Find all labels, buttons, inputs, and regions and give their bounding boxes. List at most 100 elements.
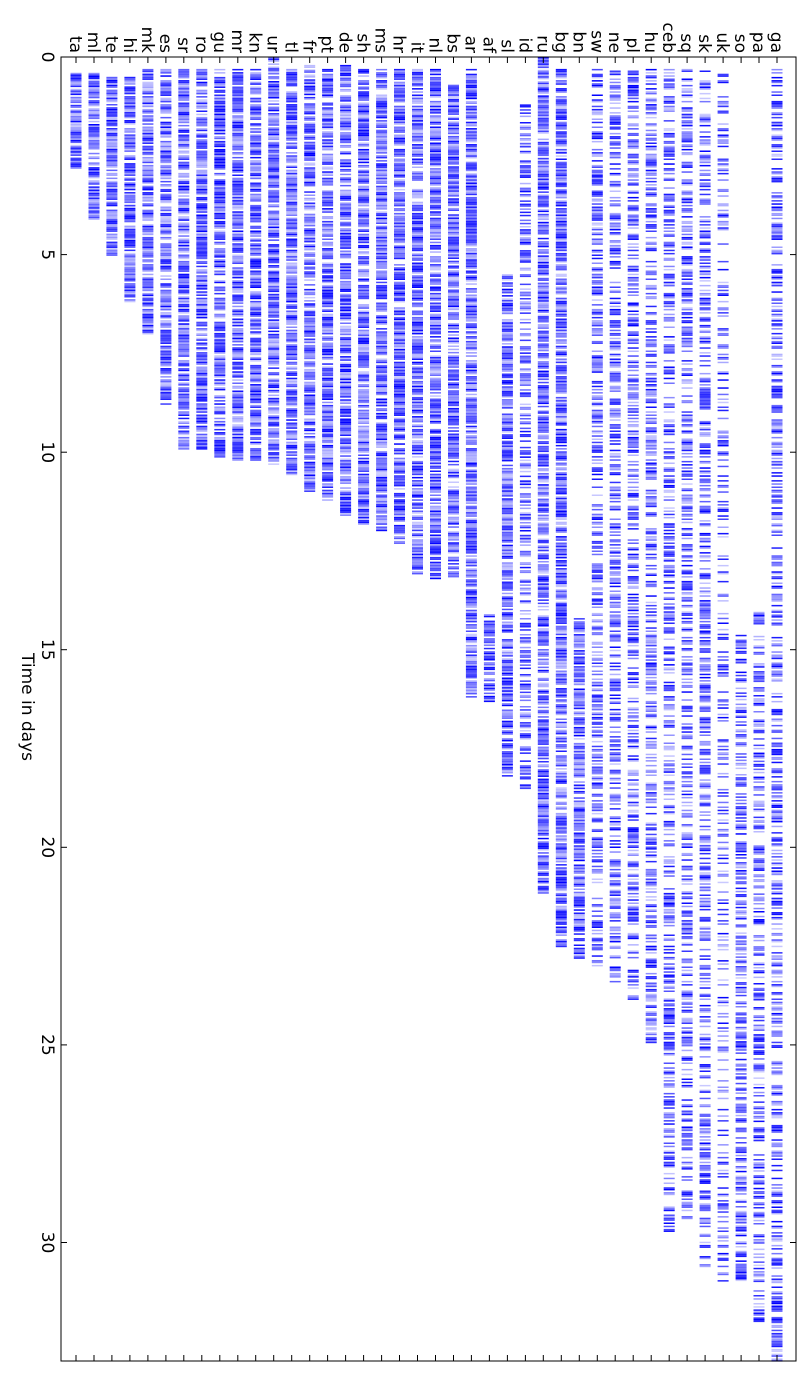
- event-mark: [465, 401, 477, 404]
- event-mark: [412, 516, 423, 519]
- event-mark: [465, 380, 477, 383]
- event-mark: [214, 307, 226, 309]
- event-mark: [232, 441, 244, 444]
- event-mark: [501, 605, 513, 607]
- event-mark: [430, 547, 441, 549]
- event-mark: [322, 171, 334, 173]
- event-mark: [501, 299, 513, 302]
- event-mark: [340, 330, 352, 332]
- event-mark: [232, 289, 244, 292]
- event-mark: [501, 383, 513, 385]
- event-mark: [178, 280, 190, 282]
- event-mark: [178, 211, 190, 213]
- event-mark: [448, 497, 459, 499]
- event-mark: [322, 420, 334, 423]
- event-mark: [304, 74, 316, 76]
- event-mark: [340, 290, 352, 292]
- event-mark: [376, 166, 388, 168]
- event-mark: [376, 505, 388, 508]
- event-mark: [232, 452, 244, 455]
- event-mark: [358, 161, 370, 164]
- event-mark: [304, 205, 316, 208]
- event-mark: [501, 274, 513, 276]
- event-mark: [340, 287, 352, 289]
- event-mark: [142, 244, 154, 247]
- event-mark: [501, 416, 513, 419]
- event-mark: [124, 105, 136, 108]
- event-mark: [304, 469, 316, 472]
- event-mark: [322, 88, 334, 90]
- event-mark: [412, 96, 423, 98]
- event-mark: [286, 283, 298, 285]
- event-mark: [268, 335, 280, 337]
- event-mark: [501, 565, 513, 567]
- event-mark: [340, 325, 352, 328]
- series-sr: [178, 68, 190, 450]
- event-mark: [268, 234, 280, 237]
- event-mark: [214, 304, 226, 306]
- event-mark: [196, 176, 208, 178]
- event-mark: [340, 197, 352, 200]
- event-mark: [268, 298, 280, 301]
- event-mark: [376, 435, 388, 437]
- event-mark: [196, 403, 208, 405]
- event-mark: [160, 356, 172, 359]
- event-mark: [124, 123, 136, 125]
- event-mark: [358, 355, 370, 357]
- event-mark: [232, 200, 244, 202]
- event-mark: [196, 144, 208, 146]
- event-mark: [358, 179, 370, 181]
- event-mark: [430, 222, 441, 224]
- event-mark: [430, 204, 441, 207]
- event-mark: [376, 398, 388, 400]
- event-mark: [232, 448, 244, 450]
- event-mark: [501, 501, 513, 503]
- event-mark: [465, 617, 477, 620]
- event-mark: [501, 419, 513, 422]
- event-mark: [448, 284, 459, 287]
- event-mark: [160, 144, 172, 146]
- event-mark: [214, 449, 226, 452]
- event-mark: [340, 202, 352, 204]
- event-mark: [412, 113, 423, 116]
- event-mark: [448, 420, 459, 423]
- event-mark: [448, 86, 459, 88]
- event-mark: [430, 400, 441, 402]
- event-mark: [448, 187, 459, 189]
- event-mark: [322, 134, 334, 136]
- event-mark: [88, 205, 100, 208]
- event-mark: [232, 171, 244, 173]
- event-mark: [394, 166, 405, 168]
- event-mark: [268, 345, 280, 347]
- event-mark: [106, 180, 118, 183]
- event-mark: [250, 340, 262, 343]
- event-mark: [340, 434, 352, 436]
- event-mark: [196, 100, 208, 103]
- event-mark: [268, 269, 280, 272]
- event-mark: [286, 94, 298, 96]
- event-mark: [376, 126, 388, 128]
- event-mark: [322, 75, 334, 77]
- event-mark: [465, 331, 477, 333]
- event-mark: [394, 531, 405, 533]
- event-mark: [465, 417, 477, 420]
- event-mark: [250, 312, 262, 314]
- event-mark: [124, 142, 136, 144]
- event-mark: [268, 127, 280, 129]
- event-mark: [88, 170, 100, 172]
- event-mark: [196, 422, 208, 424]
- event-mark: [106, 219, 118, 221]
- event-mark: [178, 353, 190, 356]
- event-mark: [268, 217, 280, 219]
- event-mark: [214, 297, 226, 300]
- event-mark: [448, 193, 459, 195]
- event-mark: [160, 232, 172, 234]
- event-mark: [124, 283, 136, 285]
- event-mark: [268, 441, 280, 443]
- event-mark: [196, 380, 208, 383]
- event-mark: [160, 340, 172, 343]
- event-mark: [124, 174, 136, 176]
- event-mark: [232, 356, 244, 359]
- event-mark: [268, 250, 280, 253]
- event-mark: [430, 196, 441, 199]
